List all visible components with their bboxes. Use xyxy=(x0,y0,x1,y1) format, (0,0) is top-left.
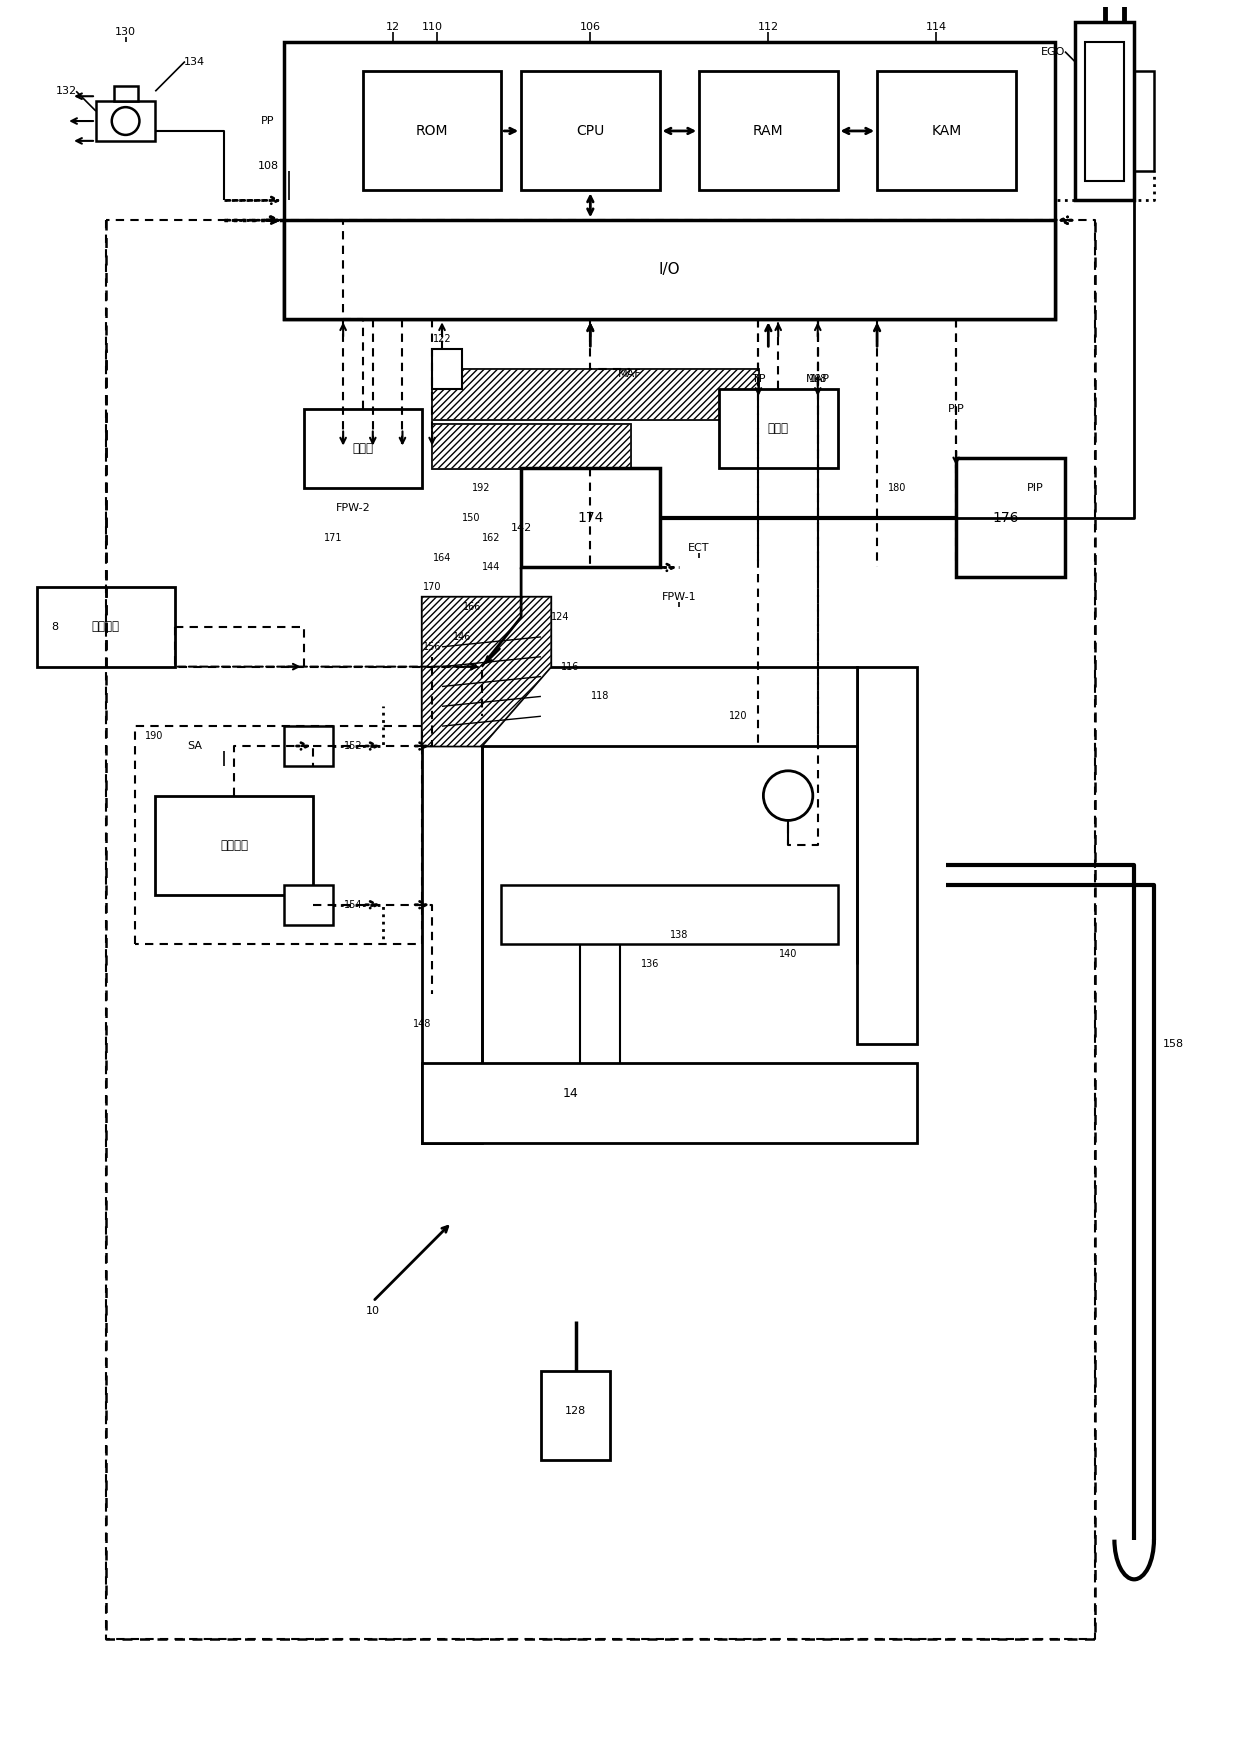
Bar xyxy=(501,885,837,944)
Text: 118: 118 xyxy=(591,691,609,701)
Text: 158: 158 xyxy=(1163,1038,1184,1049)
Text: EGO: EGO xyxy=(1040,47,1065,56)
Text: 136: 136 xyxy=(641,960,658,968)
Polygon shape xyxy=(423,597,551,747)
Text: 154: 154 xyxy=(343,900,362,909)
Text: 122: 122 xyxy=(433,335,451,344)
Bar xyxy=(155,796,314,895)
Text: 134: 134 xyxy=(185,56,206,66)
Bar xyxy=(521,468,660,567)
Text: CPU: CPU xyxy=(577,124,604,138)
Text: MAF: MAF xyxy=(618,368,642,379)
Text: FPW-2: FPW-2 xyxy=(336,503,371,513)
Text: 190: 190 xyxy=(145,731,164,742)
Text: 驱动器: 驱动器 xyxy=(768,422,789,435)
Text: 106: 106 xyxy=(580,21,601,31)
Text: 150: 150 xyxy=(463,513,481,524)
Text: 144: 144 xyxy=(482,562,501,572)
Text: RAM: RAM xyxy=(753,124,784,138)
Bar xyxy=(541,1372,610,1461)
Text: KAM: KAM xyxy=(931,124,961,138)
Text: 171: 171 xyxy=(324,532,342,543)
Text: 12: 12 xyxy=(386,21,399,31)
Text: TP: TP xyxy=(751,373,765,384)
Text: SA: SA xyxy=(187,742,202,750)
Text: 142: 142 xyxy=(511,524,532,532)
Text: 110: 110 xyxy=(422,21,443,31)
Text: 驱动器: 驱动器 xyxy=(352,441,373,455)
Text: ECT: ECT xyxy=(688,543,709,553)
Text: 140: 140 xyxy=(779,949,797,960)
Text: 114: 114 xyxy=(926,21,947,31)
Bar xyxy=(37,588,175,667)
Text: 174: 174 xyxy=(577,511,604,525)
Text: 180: 180 xyxy=(888,483,906,494)
Text: PIP: PIP xyxy=(1027,483,1044,494)
Text: 10: 10 xyxy=(366,1307,379,1316)
Text: ROM: ROM xyxy=(415,124,449,138)
Text: MAP: MAP xyxy=(806,373,830,384)
Bar xyxy=(423,1063,916,1143)
Text: 152: 152 xyxy=(343,742,362,750)
Text: 112: 112 xyxy=(758,21,779,31)
Bar xyxy=(423,667,481,1143)
Polygon shape xyxy=(423,597,551,747)
Text: FPW-1: FPW-1 xyxy=(662,592,697,602)
Bar xyxy=(857,667,916,1044)
Text: 点火系统: 点火系统 xyxy=(221,839,248,852)
Bar xyxy=(284,885,334,925)
Bar xyxy=(1085,47,1135,72)
Text: 116: 116 xyxy=(562,661,580,672)
Text: 108: 108 xyxy=(258,161,279,171)
Text: 燃料系统: 燃料系统 xyxy=(92,621,120,633)
Text: 176: 176 xyxy=(992,511,1019,525)
Bar xyxy=(432,349,461,389)
Text: 8: 8 xyxy=(51,621,58,632)
Bar xyxy=(1075,72,1154,171)
Text: 156: 156 xyxy=(423,642,441,653)
Text: 128: 128 xyxy=(565,1406,587,1415)
Text: 166: 166 xyxy=(463,602,481,612)
Bar xyxy=(304,408,423,489)
Text: PP: PP xyxy=(260,115,274,126)
Bar xyxy=(877,72,1016,190)
Bar xyxy=(284,726,334,766)
Bar xyxy=(95,101,155,141)
Text: 130: 130 xyxy=(115,26,136,37)
Text: 124: 124 xyxy=(552,612,570,621)
Text: 146: 146 xyxy=(453,632,471,642)
Text: 168: 168 xyxy=(808,373,827,384)
Bar xyxy=(284,220,1055,319)
Text: 120: 120 xyxy=(729,712,748,721)
Text: 170: 170 xyxy=(423,583,441,592)
Bar xyxy=(699,72,837,190)
Bar xyxy=(114,86,139,101)
Bar xyxy=(1085,23,1135,47)
Bar xyxy=(363,72,501,190)
Bar xyxy=(481,667,857,747)
Bar xyxy=(432,424,630,468)
Bar xyxy=(1085,42,1125,180)
Text: 132: 132 xyxy=(56,86,77,96)
Text: 14: 14 xyxy=(563,1087,578,1099)
Text: 148: 148 xyxy=(413,1019,432,1030)
Bar xyxy=(432,368,759,419)
Bar xyxy=(1075,23,1135,201)
Bar xyxy=(521,72,660,190)
Bar xyxy=(284,42,1055,319)
Bar xyxy=(956,459,1065,578)
Text: 164: 164 xyxy=(433,553,451,562)
Text: 192: 192 xyxy=(472,483,491,494)
Text: I/O: I/O xyxy=(658,262,681,277)
Text: 138: 138 xyxy=(670,930,688,939)
Text: 162: 162 xyxy=(482,532,501,543)
Text: PIP: PIP xyxy=(947,403,965,414)
Bar xyxy=(719,389,837,468)
